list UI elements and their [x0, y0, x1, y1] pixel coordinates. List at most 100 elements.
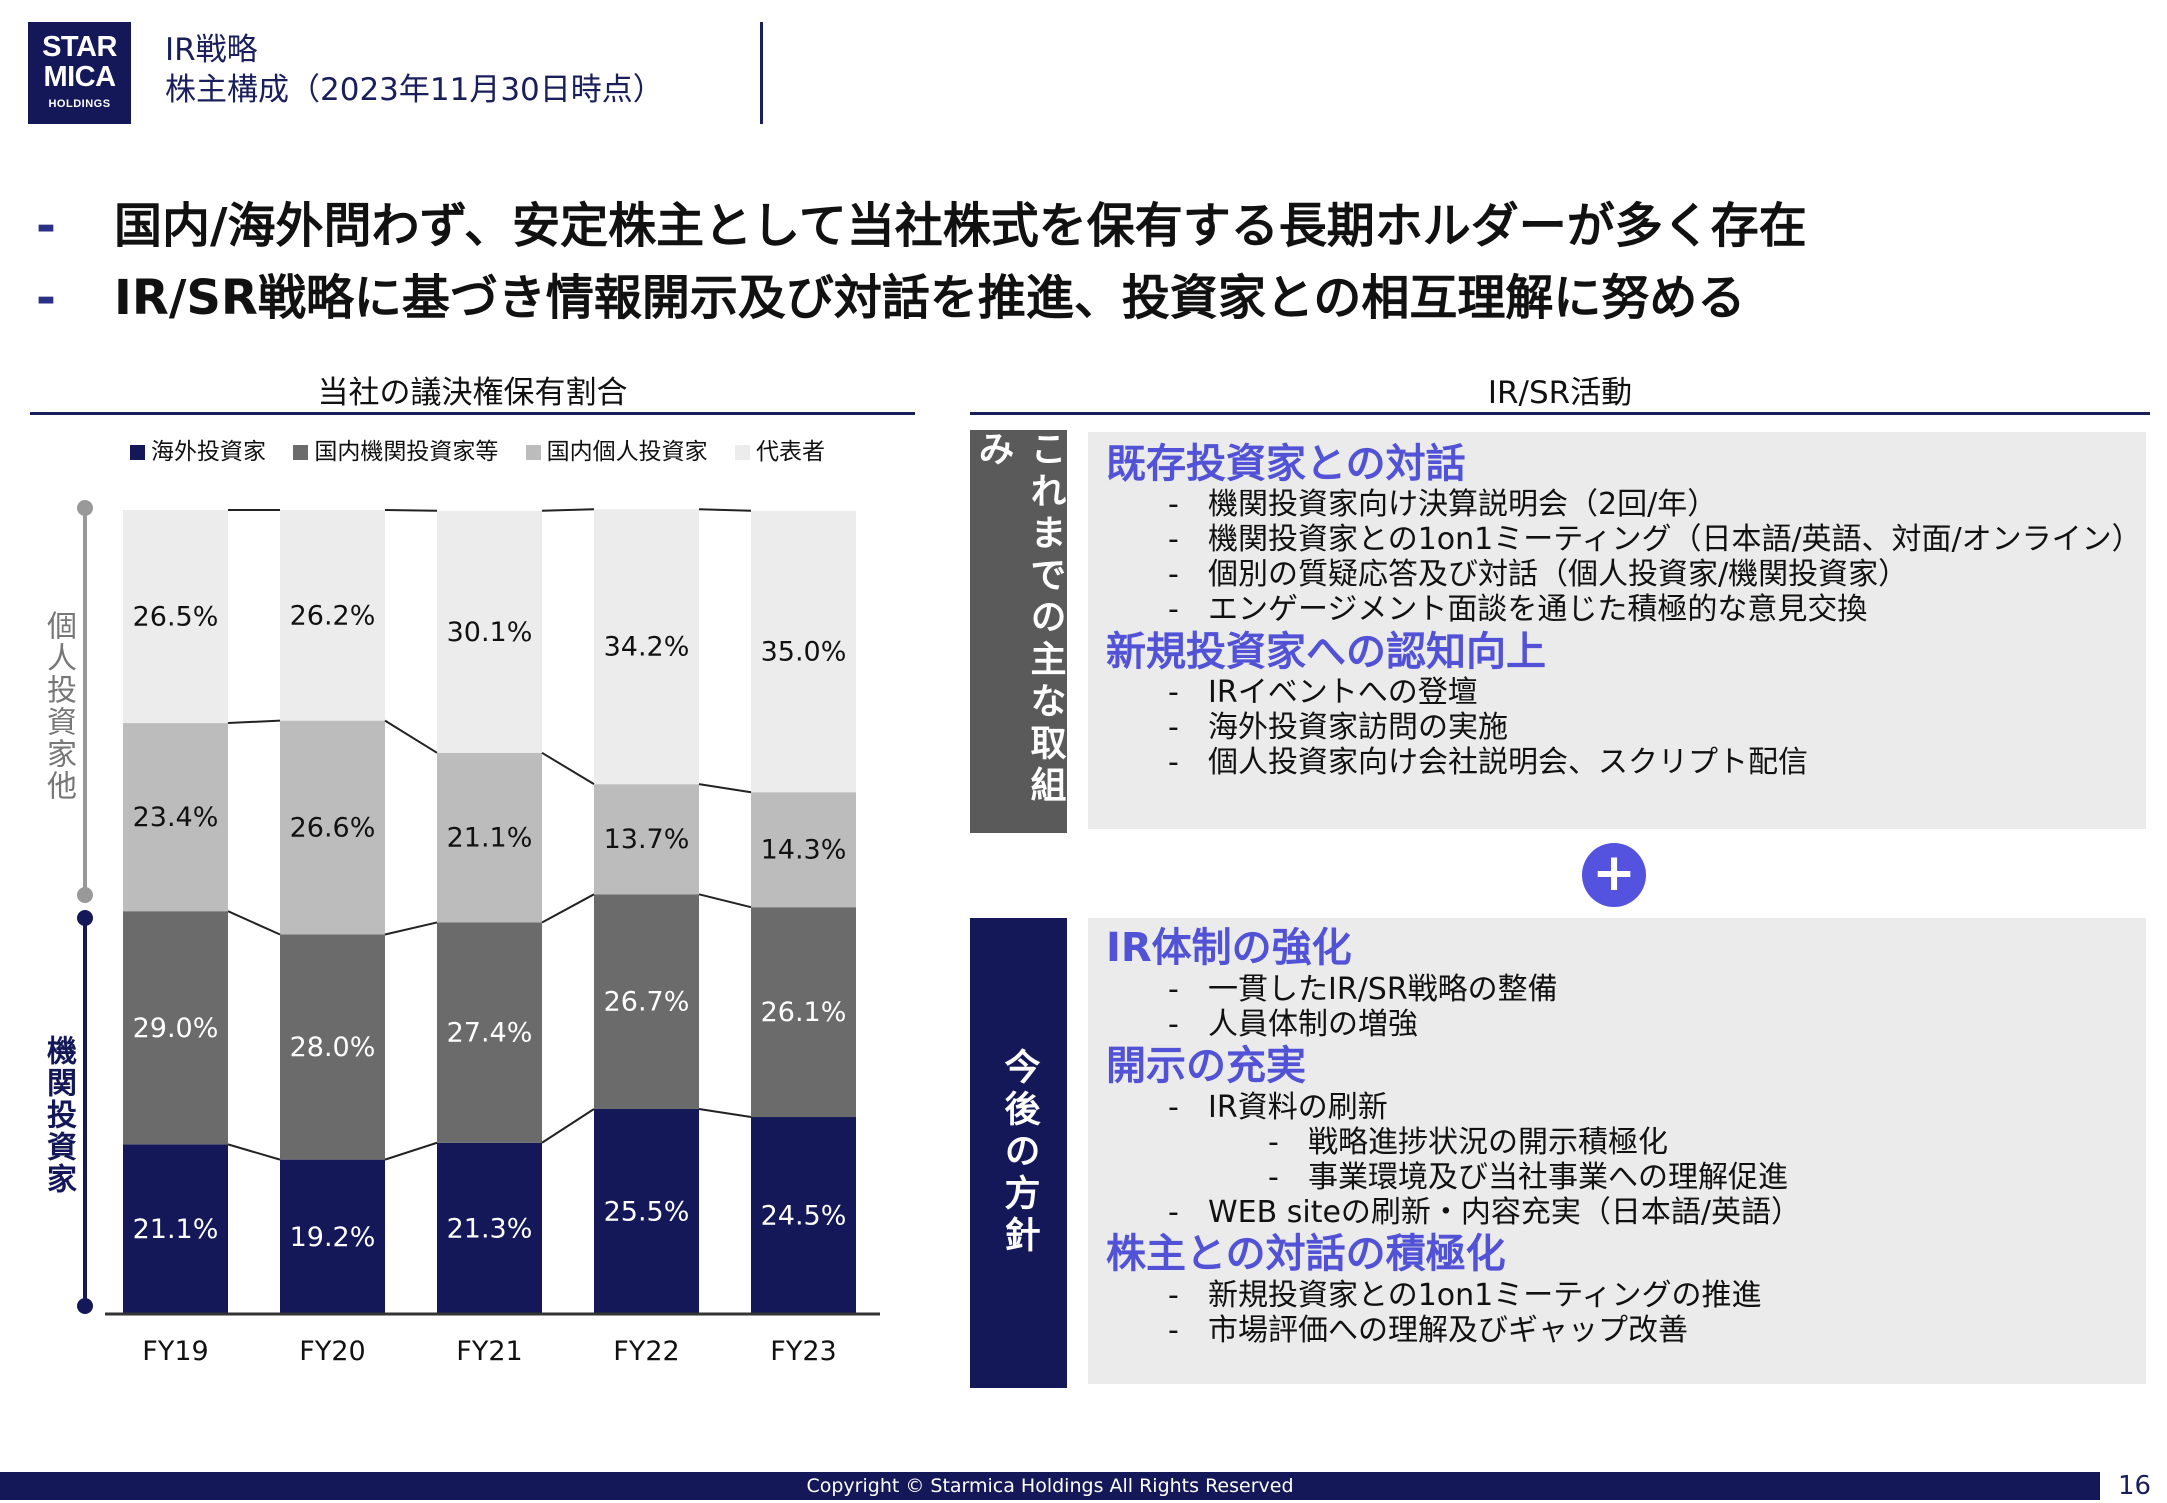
panel-past-initiatives: 既存投資家との対話 - 機関投資家向け決算説明会（2回/年） - 機関投資家との1o… [1088, 432, 2146, 829]
data-label: 26.7% [604, 987, 690, 1018]
data-label: 26.1% [761, 997, 847, 1028]
data-label: 13.7% [604, 824, 690, 855]
x-tick-label: FY20 [299, 1336, 365, 1367]
bracket-dot-individual-bottom [77, 887, 93, 903]
tab-past-initiatives: これまでの主な取組み [970, 430, 1067, 833]
bar-segment-fy23-2 [751, 792, 856, 908]
list-subitem: - 事業環境及び当社事業への理解促進 [1268, 1160, 1788, 1195]
header-divider [760, 22, 763, 124]
bullet-1: - 国内/海外問わず、安定株主として当社株式を保有する長期ホルダーが多く存在 [36, 196, 1807, 256]
bracket-dot-institutional-top [77, 910, 93, 926]
data-label: 35.0% [761, 637, 847, 668]
side-label-individual: 個人投資家他 [41, 610, 76, 802]
bars-layer [123, 509, 856, 1314]
bar-segment-fy20-1 [280, 934, 385, 1160]
list-item: - 人員体制の増強 [1168, 1007, 1418, 1042]
bar-segment-fy19-0 [123, 1144, 228, 1314]
data-label: 29.0% [133, 1013, 219, 1044]
legend-swatch [293, 445, 309, 460]
data-label: 27.4% [447, 1018, 533, 1049]
connector-line [541, 508, 595, 512]
logo-line-holdings: HOLDINGS [48, 98, 111, 110]
data-label: 24.5% [761, 1201, 847, 1232]
x-tick-label: FY22 [613, 1336, 679, 1367]
bar-segment-fy23-1 [751, 907, 856, 1118]
data-label: 23.4% [133, 802, 219, 833]
list-item: - 海外投資家訪問の実施 [1168, 710, 1508, 745]
bullet-dash: - [36, 270, 56, 326]
connector-line [384, 1141, 438, 1161]
legend-item-overseas: 海外投資家 [130, 437, 266, 467]
list-item: - エンゲージメント面談を通じた積極的な意見交換 [1168, 592, 1868, 627]
data-label: 19.2% [290, 1222, 376, 1253]
bar-segment-fy21-2 [437, 752, 542, 923]
bar-segment-fy21-1 [437, 922, 542, 1143]
bar-segment-fy19-2 [123, 723, 228, 912]
copyright-text: Copyright © Starmica Holdings All Rights… [806, 1475, 1294, 1497]
data-label: 21.3% [447, 1213, 533, 1244]
heading-shareholder-dialogue: 株主との対話の積極化 [1106, 1231, 1506, 1277]
list-item: - 個人投資家向け会社説明会、スクリプト配信 [1168, 745, 1808, 780]
bullet-dash: - [36, 198, 56, 254]
connector-line [698, 1107, 752, 1119]
bullet-2: - IR/SR戦略に基づき情報開示及び対話を推進、投資家との相互理解に努める [36, 268, 1745, 328]
legend-label: 代表者 [755, 439, 825, 465]
legend-item-domestic-individual: 国内個人投資家 [525, 437, 708, 467]
heading-disclosure: 開示の充実 [1106, 1043, 1306, 1089]
bar-segment-fy22-3 [594, 509, 699, 785]
connector-line [227, 719, 281, 725]
heading-existing-investors: 既存投資家との対話 [1106, 441, 1466, 487]
x-tick-label: FY23 [770, 1336, 836, 1367]
bar-segment-fy19-1 [123, 911, 228, 1145]
list-subitem: - 戦略進捗状況の開示積極化 [1268, 1125, 1668, 1160]
connector-line [384, 509, 438, 512]
bar-segment-fy22-2 [594, 784, 699, 895]
connector-line [541, 893, 595, 924]
header-subtitle: 株主構成（2023年11月30日時点） [165, 72, 664, 108]
connector-line [541, 1108, 595, 1144]
bar-segment-fy20-2 [280, 720, 385, 935]
tab-future-policy: 今後の方針 [970, 918, 1067, 1388]
list-item: - 一貫したIR/SR戦略の整備 [1168, 972, 1558, 1007]
data-label: 26.5% [133, 602, 219, 633]
data-label: 26.2% [290, 600, 376, 631]
data-label: 14.3% [761, 835, 847, 866]
bar-segment-fy23-3 [751, 510, 856, 793]
legend-item-representative: 代表者 [734, 437, 825, 467]
data-label: 21.1% [133, 1214, 219, 1245]
bar-segment-fy22-1 [594, 894, 699, 1109]
list-item: - IRイベントへの登壇 [1168, 675, 1478, 710]
bar-segment-fy20-0 [280, 1159, 385, 1314]
x-tick-label: FY19 [142, 1336, 208, 1367]
bar-segment-fy22-0 [594, 1108, 699, 1314]
connector-line [227, 1143, 281, 1161]
page-number: 16 [2118, 1471, 2152, 1501]
legend-item-domestic-institutional: 国内機関投資家等 [293, 437, 498, 467]
data-labels: 21.1% 29.0% 23.4% 26.5% 19.2% 28.0% 26.6% 26.2%… [133, 600, 847, 1252]
connector-line [698, 783, 752, 794]
bar-segment-fy20-3 [280, 510, 385, 721]
logo-line-star: STAR [42, 31, 117, 63]
bar-segment-fy21-0 [437, 1142, 542, 1314]
list-item: - WEB siteの刷新・内容充実（日本語/英語） [1168, 1195, 1802, 1230]
bracket-dot-institutional-bottom [77, 1298, 93, 1314]
plus-icon: + [1582, 843, 1646, 907]
chart-legend: 海外投資家 国内機関投資家等 国内個人投資家 代表者 [130, 437, 845, 467]
heading-ir-structure: IR体制の強化 [1106, 925, 1352, 971]
bullet-text: 国内/海外問わず、安定株主として当社株式を保有する長期ホルダーが多く存在 [114, 198, 1807, 254]
x-tick-label: FY21 [456, 1336, 522, 1367]
company-logo: STAR MICA HOLDINGS [28, 22, 131, 124]
legend-swatch [525, 445, 541, 460]
legend-label: 海外投資家 [151, 439, 266, 465]
connector-line [698, 508, 752, 512]
legend-label: 国内機関投資家等 [314, 439, 499, 465]
legend-swatch [130, 445, 145, 460]
data-label: 21.1% [447, 823, 533, 854]
data-label: 30.1% [447, 617, 533, 648]
list-item: - 機関投資家向け決算説明会（2回/年） [1168, 487, 1718, 522]
right-section-rule [970, 412, 2150, 415]
legend-label: 国内個人投資家 [546, 439, 708, 465]
bar-segment-fy23-0 [751, 1117, 856, 1314]
list-item: - 新規投資家との1on1ミーティングの推進 [1168, 1278, 1762, 1313]
